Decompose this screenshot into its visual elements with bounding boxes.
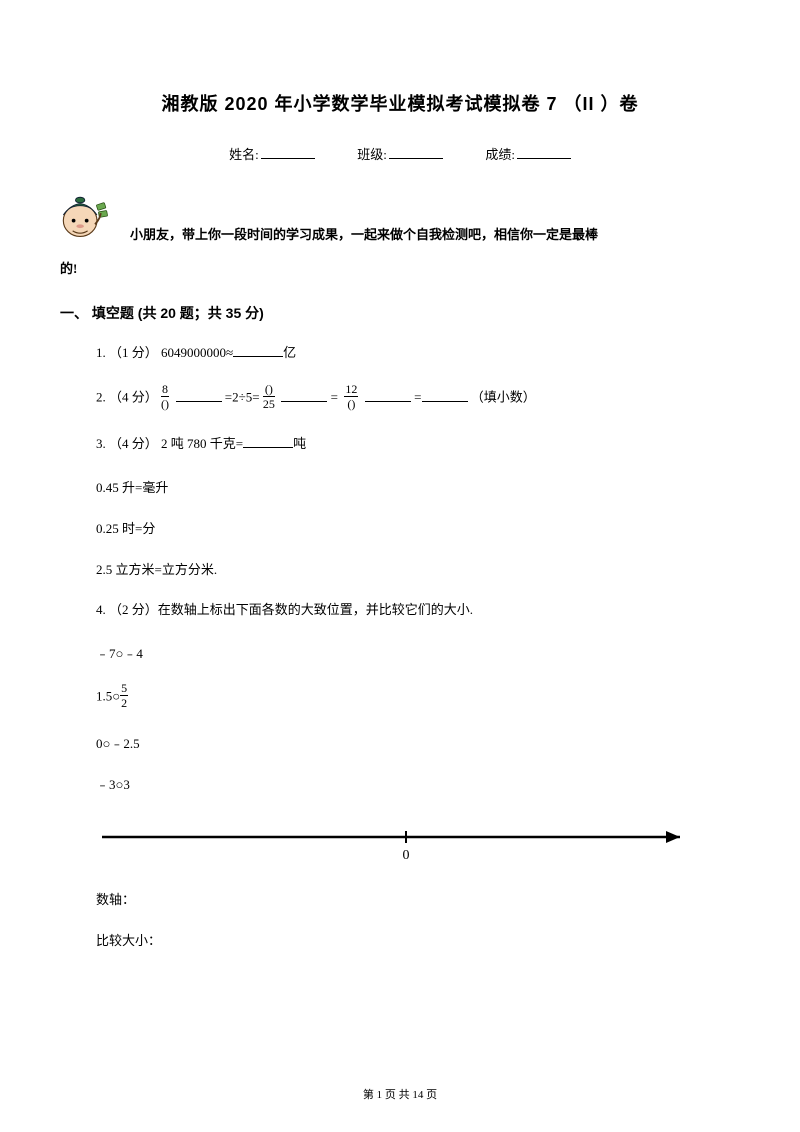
question-3: 3. （4 分） 2 吨 780 千克= 吨 <box>60 434 740 455</box>
page-title: 湘教版 2020 年小学数学毕业模拟考试模拟卷 7 （II ）卷 <box>60 90 740 116</box>
question-4d: ﹣3○3 <box>60 774 740 793</box>
q1-text: 1. （1 分） 6049000000≈ <box>96 345 233 360</box>
fraction: 8() <box>161 383 169 410</box>
q3a-text: 0.45 升= <box>96 480 142 495</box>
blank <box>176 401 222 402</box>
q3a-unit: 毫升 <box>142 480 168 495</box>
question-1: 1. （1 分） 6049000000≈ 亿 <box>60 343 740 364</box>
q3-text: 3. （4 分） 2 吨 780 千克= <box>96 436 243 451</box>
q3b-unit: 分 <box>142 521 155 536</box>
q2-eq2: = <box>331 390 338 405</box>
name-blank <box>261 158 315 159</box>
q2-eq1: =2÷5= <box>225 390 260 405</box>
class-blank <box>389 158 443 159</box>
score-blank <box>517 158 571 159</box>
info-row: 姓名: 班级: 成绩: <box>60 144 740 163</box>
greeting-text-1: 小朋友，带上你一段时间的学习成果，一起来做个自我检测吧，相信你一定是最棒 <box>130 187 598 250</box>
q4b-pre: 1.5○ <box>96 688 120 703</box>
compare-label: 比较大小： <box>96 933 161 948</box>
question-3c: 2.5 立方米=立方分米. <box>60 559 740 578</box>
blank <box>422 401 468 402</box>
greeting-text-2: 的! <box>60 258 740 277</box>
number-line: 0 <box>96 821 696 863</box>
question-4c: 0○﹣2.5 <box>60 733 740 752</box>
question-4a: ﹣7○﹣4 <box>60 643 740 662</box>
fraction: 12() <box>344 383 358 410</box>
score-label: 成绩: <box>485 147 515 162</box>
question-3a: 0.45 升=毫升 <box>60 477 740 496</box>
q3b-text: 0.25 时= <box>96 521 142 536</box>
q1-unit: 亿 <box>283 345 296 360</box>
section-heading: 一、 填空题 (共 20 题；共 35 分) <box>60 303 740 323</box>
page-footer: 第 1 页 共 14 页 <box>0 1086 800 1102</box>
axis-label: 数轴： <box>96 892 135 907</box>
name-label: 姓名: <box>229 147 259 162</box>
q2-pre: 2. （4 分） <box>96 390 158 405</box>
fraction: 52 <box>120 682 128 709</box>
compare-label-row: 比较大小： <box>60 930 740 949</box>
blank <box>365 401 411 402</box>
blank <box>243 447 293 448</box>
greeting-row: 小朋友，带上你一段时间的学习成果，一起来做个自我检测吧，相信你一定是最棒 <box>60 187 740 250</box>
q2-post: （填小数） <box>471 390 536 405</box>
blank <box>233 356 283 357</box>
cartoon-icon <box>54 187 110 243</box>
q3c-unit: 立方分米. <box>162 562 217 577</box>
fraction: ()25 <box>263 383 275 410</box>
zero-label: 0 <box>403 848 410 863</box>
question-4: 4. （2 分）在数轴上标出下面各数的大致位置，并比较它们的大小. <box>60 600 740 621</box>
q3c-text: 2.5 立方米= <box>96 562 162 577</box>
blank <box>281 401 327 402</box>
question-4b: 1.5○52 <box>60 684 740 711</box>
axis-label-row: 数轴： <box>60 889 740 908</box>
class-label: 班级: <box>357 147 387 162</box>
question-2: 2. （4 分） 8() =2÷5= ()25 = 12() = （填小数） <box>60 385 740 412</box>
q2-eq3: = <box>414 390 421 405</box>
q3-unit: 吨 <box>293 436 306 451</box>
question-3b: 0.25 时=分 <box>60 518 740 537</box>
